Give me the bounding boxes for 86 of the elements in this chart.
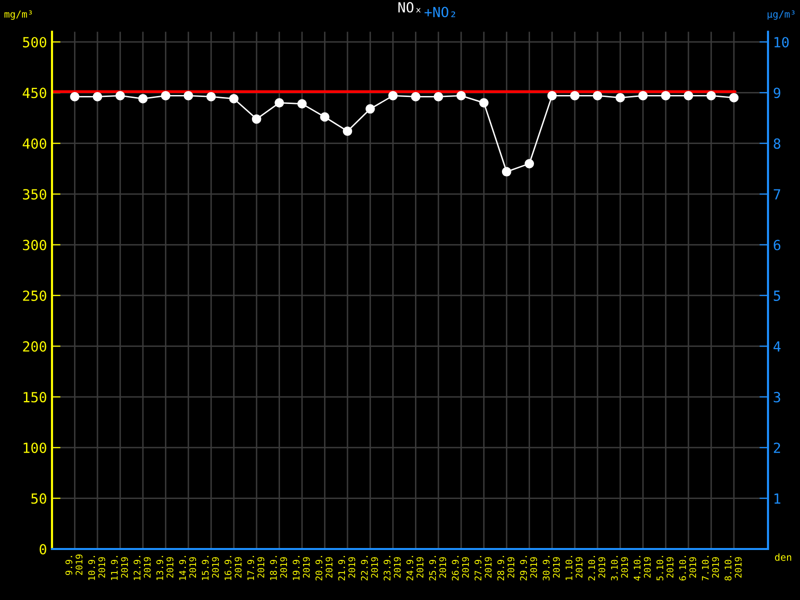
x-tick-label: 28.9. 2019 bbox=[497, 556, 514, 580]
x-tick-label: 24.9. 2019 bbox=[406, 556, 424, 580]
x-axis-title: den bbox=[775, 553, 792, 561]
point bbox=[410, 92, 420, 102]
point bbox=[116, 91, 125, 100]
x-tick-label: 2.10. 2019 bbox=[588, 556, 606, 580]
x-tick-label: 17.9. 2019 bbox=[247, 556, 264, 580]
x-tick-label: 11.9. 2019 bbox=[110, 556, 128, 580]
x-tick-label: 7.10. 2019 bbox=[702, 556, 719, 580]
y-tick-label: 250 bbox=[23, 290, 46, 301]
y2-tick-label: 8 bbox=[774, 138, 780, 149]
y-tick-label: 300 bbox=[22, 240, 46, 250]
point bbox=[138, 94, 148, 104]
y2-tick-label: 1 bbox=[774, 493, 780, 504]
point bbox=[252, 114, 262, 124]
y-tick-label: 200 bbox=[23, 341, 46, 352]
text: +NO₂ bbox=[424, 6, 456, 18]
point bbox=[661, 91, 670, 100]
y2-tick-label: 6 bbox=[774, 240, 780, 250]
x-tick-label: 3.10. 2019 bbox=[610, 556, 628, 580]
point bbox=[592, 91, 602, 100]
y-axis-title: mg/m³ bbox=[4, 10, 32, 20]
y2-tick-label: 2 bbox=[774, 442, 780, 453]
x-tick-label: 15.9. 2019 bbox=[202, 556, 219, 580]
y2-axis-title: μg/m³ bbox=[768, 10, 795, 20]
point bbox=[92, 92, 102, 102]
point bbox=[320, 112, 330, 122]
point bbox=[524, 158, 534, 168]
x-tick-label: 30.9. 2019 bbox=[542, 556, 560, 580]
y-tick-label: 450 bbox=[22, 88, 46, 98]
x-tick-label: 26.9. 2019 bbox=[452, 556, 469, 580]
x-tick-label: 19.9. 2019 bbox=[292, 556, 310, 580]
x-tick-label: 12.9. 2019 bbox=[134, 556, 151, 580]
y-tick-label: 0 bbox=[40, 544, 46, 555]
y-tick-label: 50 bbox=[31, 493, 46, 504]
point bbox=[684, 91, 694, 100]
x-tick-label: 27.9. 2019 bbox=[474, 556, 492, 580]
point bbox=[434, 92, 444, 102]
point bbox=[160, 91, 170, 100]
y2-tick-label: 9 bbox=[774, 88, 780, 98]
point bbox=[616, 93, 625, 102]
x-tick-label: 13.9. 2019 bbox=[156, 556, 174, 580]
y-tick-label: 400 bbox=[22, 138, 46, 149]
point bbox=[184, 91, 194, 100]
x-tick-label: 22.9. 2019 bbox=[360, 556, 378, 580]
y-tick-label: 100 bbox=[24, 442, 46, 454]
chart-title: NOₓ bbox=[398, 2, 421, 13]
x-tick-label: 29.9. 2019 bbox=[520, 556, 538, 580]
x-tick-label: 18.9. 2019 bbox=[270, 556, 288, 580]
point bbox=[274, 98, 284, 108]
point bbox=[366, 104, 375, 114]
x-tick-label: 10.9. 2019 bbox=[88, 556, 106, 580]
point bbox=[729, 93, 739, 102]
y2-tick-label: 10 bbox=[774, 36, 789, 48]
point bbox=[297, 99, 307, 108]
x-tick-label: 9.9. 2019 bbox=[65, 554, 82, 576]
x-tick-label: 20.9. 2019 bbox=[315, 556, 332, 580]
y2-tick-label: 4 bbox=[774, 341, 781, 352]
point bbox=[570, 91, 580, 100]
x-tick-label: 23.9. 2019 bbox=[384, 556, 401, 580]
x-tick-label: 21.9. 2019 bbox=[338, 556, 356, 580]
point bbox=[388, 91, 398, 100]
point bbox=[456, 91, 466, 100]
x-tick-label: 8.10. 2019 bbox=[724, 556, 742, 580]
y2-tick-label: 5 bbox=[774, 290, 780, 301]
point bbox=[342, 126, 352, 136]
point bbox=[70, 92, 80, 102]
point bbox=[547, 91, 557, 100]
x-tick-label: 6.10. 2019 bbox=[679, 556, 696, 580]
x-tick-label: 1.10. 2019 bbox=[566, 556, 583, 580]
point bbox=[479, 98, 489, 108]
y-tick-label: 350 bbox=[22, 189, 46, 200]
x-tick-label: 5.10. 2019 bbox=[656, 556, 674, 580]
y2-tick-label: 7 bbox=[774, 189, 780, 200]
y-tick-label: 500 bbox=[23, 36, 46, 48]
point bbox=[638, 91, 648, 100]
x-tick-label: 16.9. 2019 bbox=[224, 556, 242, 580]
point bbox=[502, 167, 512, 176]
y2-tick-label: 3 bbox=[774, 392, 780, 402]
x-tick-label: 4.10. 2019 bbox=[634, 556, 651, 581]
point bbox=[229, 94, 239, 104]
point bbox=[706, 91, 716, 100]
x-tick-label: 14.9. 2019 bbox=[179, 556, 196, 580]
y-tick-label: 150 bbox=[24, 392, 46, 402]
x-tick-label: 25.9. 2019 bbox=[429, 556, 446, 580]
point bbox=[206, 92, 216, 102]
